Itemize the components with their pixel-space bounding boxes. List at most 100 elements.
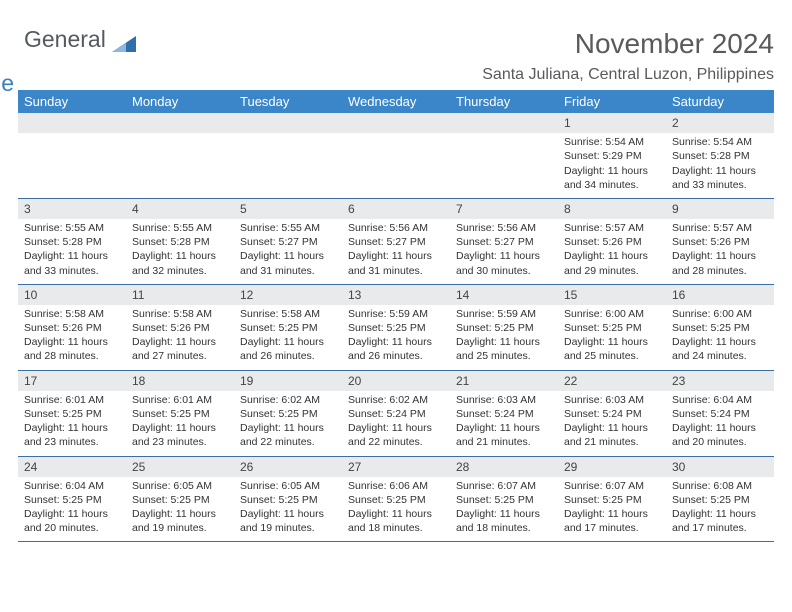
day-number: 1 bbox=[558, 113, 666, 133]
day-number: 21 bbox=[450, 371, 558, 391]
calendar-day-cell: 24Sunrise: 6:04 AMSunset: 5:25 PMDayligh… bbox=[18, 456, 126, 542]
day-detail-line: Daylight: 11 hours bbox=[564, 249, 660, 263]
day-detail-line: Sunset: 5:25 PM bbox=[24, 493, 120, 507]
day-number: 25 bbox=[126, 457, 234, 477]
calendar-day-cell: 28Sunrise: 6:07 AMSunset: 5:25 PMDayligh… bbox=[450, 456, 558, 542]
calendar-day-cell: 27Sunrise: 6:06 AMSunset: 5:25 PMDayligh… bbox=[342, 456, 450, 542]
day-number: 13 bbox=[342, 285, 450, 305]
day-number bbox=[450, 113, 558, 133]
day-details bbox=[450, 133, 558, 191]
day-details: Sunrise: 6:00 AMSunset: 5:25 PMDaylight:… bbox=[558, 305, 666, 370]
day-detail-line: and 21 minutes. bbox=[456, 435, 552, 449]
day-details: Sunrise: 5:55 AMSunset: 5:27 PMDaylight:… bbox=[234, 219, 342, 284]
day-detail-line: Sunset: 5:25 PM bbox=[672, 493, 768, 507]
day-detail-line: Sunset: 5:25 PM bbox=[240, 321, 336, 335]
day-detail-line: Daylight: 11 hours bbox=[672, 249, 768, 263]
day-number bbox=[18, 113, 126, 133]
day-detail-line: Sunrise: 5:58 AM bbox=[240, 307, 336, 321]
day-number: 28 bbox=[450, 457, 558, 477]
calendar-day-cell: 4Sunrise: 5:55 AMSunset: 5:28 PMDaylight… bbox=[126, 198, 234, 284]
logo-triangle-icon bbox=[112, 36, 136, 54]
calendar-day-cell: 29Sunrise: 6:07 AMSunset: 5:25 PMDayligh… bbox=[558, 456, 666, 542]
day-detail-line: Daylight: 11 hours bbox=[564, 421, 660, 435]
calendar-day-cell bbox=[342, 113, 450, 198]
day-detail-line: and 20 minutes. bbox=[24, 521, 120, 535]
day-detail-line: Daylight: 11 hours bbox=[672, 507, 768, 521]
day-header: Friday bbox=[558, 90, 666, 113]
day-number: 5 bbox=[234, 199, 342, 219]
day-details: Sunrise: 6:06 AMSunset: 5:25 PMDaylight:… bbox=[342, 477, 450, 542]
logo: General Blue bbox=[24, 26, 106, 53]
day-detail-line: and 18 minutes. bbox=[348, 521, 444, 535]
calendar-week-row: 3Sunrise: 5:55 AMSunset: 5:28 PMDaylight… bbox=[18, 198, 774, 284]
day-detail-line: Sunset: 5:26 PM bbox=[132, 321, 228, 335]
day-number: 18 bbox=[126, 371, 234, 391]
day-detail-line: Sunrise: 5:58 AM bbox=[132, 307, 228, 321]
day-detail-line: Daylight: 11 hours bbox=[132, 335, 228, 349]
day-detail-line: Daylight: 11 hours bbox=[24, 421, 120, 435]
calendar-day-cell bbox=[18, 113, 126, 198]
day-details: Sunrise: 5:58 AMSunset: 5:26 PMDaylight:… bbox=[18, 305, 126, 370]
day-detail-line: Sunset: 5:25 PM bbox=[24, 407, 120, 421]
day-detail-line: Sunrise: 6:08 AM bbox=[672, 479, 768, 493]
day-detail-line: Sunset: 5:25 PM bbox=[456, 493, 552, 507]
day-header: Thursday bbox=[450, 90, 558, 113]
day-detail-line: Sunrise: 5:57 AM bbox=[564, 221, 660, 235]
day-detail-line: Sunset: 5:24 PM bbox=[672, 407, 768, 421]
day-detail-line: Daylight: 11 hours bbox=[456, 421, 552, 435]
calendar-day-cell: 23Sunrise: 6:04 AMSunset: 5:24 PMDayligh… bbox=[666, 370, 774, 456]
day-detail-line: Daylight: 11 hours bbox=[240, 249, 336, 263]
day-detail-line: Sunrise: 5:56 AM bbox=[456, 221, 552, 235]
day-detail-line: Sunrise: 6:03 AM bbox=[564, 393, 660, 407]
day-detail-line: Daylight: 11 hours bbox=[132, 249, 228, 263]
day-detail-line: and 34 minutes. bbox=[564, 178, 660, 192]
day-detail-line: Sunrise: 6:02 AM bbox=[348, 393, 444, 407]
day-detail-line: and 19 minutes. bbox=[132, 521, 228, 535]
day-detail-line: Daylight: 11 hours bbox=[348, 249, 444, 263]
day-detail-line: and 26 minutes. bbox=[348, 349, 444, 363]
day-detail-line: Sunset: 5:25 PM bbox=[132, 407, 228, 421]
day-details: Sunrise: 5:56 AMSunset: 5:27 PMDaylight:… bbox=[342, 219, 450, 284]
day-detail-line: Sunrise: 6:05 AM bbox=[240, 479, 336, 493]
calendar-day-cell: 7Sunrise: 5:56 AMSunset: 5:27 PMDaylight… bbox=[450, 198, 558, 284]
day-detail-line: Daylight: 11 hours bbox=[24, 249, 120, 263]
day-detail-line: Sunrise: 6:00 AM bbox=[564, 307, 660, 321]
calendar-day-cell: 14Sunrise: 5:59 AMSunset: 5:25 PMDayligh… bbox=[450, 284, 558, 370]
day-detail-line: and 24 minutes. bbox=[672, 349, 768, 363]
day-header: Monday bbox=[126, 90, 234, 113]
location-subtitle: Santa Juliana, Central Luzon, Philippine… bbox=[18, 66, 774, 84]
day-header: Tuesday bbox=[234, 90, 342, 113]
day-detail-line: Sunrise: 5:56 AM bbox=[348, 221, 444, 235]
day-number: 26 bbox=[234, 457, 342, 477]
day-detail-line: Sunrise: 6:01 AM bbox=[132, 393, 228, 407]
day-number: 12 bbox=[234, 285, 342, 305]
day-detail-line: and 27 minutes. bbox=[132, 349, 228, 363]
day-detail-line: Sunset: 5:25 PM bbox=[348, 321, 444, 335]
day-detail-line: Sunset: 5:24 PM bbox=[456, 407, 552, 421]
calendar-day-cell: 9Sunrise: 5:57 AMSunset: 5:26 PMDaylight… bbox=[666, 198, 774, 284]
day-detail-line: Sunset: 5:25 PM bbox=[240, 407, 336, 421]
day-detail-line: Sunset: 5:25 PM bbox=[564, 493, 660, 507]
calendar-day-cell: 17Sunrise: 6:01 AMSunset: 5:25 PMDayligh… bbox=[18, 370, 126, 456]
day-detail-line: Sunset: 5:27 PM bbox=[348, 235, 444, 249]
day-detail-line: Daylight: 11 hours bbox=[348, 335, 444, 349]
calendar-day-cell bbox=[126, 113, 234, 198]
day-details: Sunrise: 5:54 AMSunset: 5:28 PMDaylight:… bbox=[666, 133, 774, 198]
day-detail-line: and 31 minutes. bbox=[348, 264, 444, 278]
day-number: 14 bbox=[450, 285, 558, 305]
day-details bbox=[342, 133, 450, 191]
day-detail-line: Sunrise: 6:06 AM bbox=[348, 479, 444, 493]
day-details: Sunrise: 6:07 AMSunset: 5:25 PMDaylight:… bbox=[558, 477, 666, 542]
calendar-day-cell: 30Sunrise: 6:08 AMSunset: 5:25 PMDayligh… bbox=[666, 456, 774, 542]
day-detail-line: Sunset: 5:25 PM bbox=[348, 493, 444, 507]
day-detail-line: Sunrise: 5:54 AM bbox=[672, 135, 768, 149]
calendar-week-row: 10Sunrise: 5:58 AMSunset: 5:26 PMDayligh… bbox=[18, 284, 774, 370]
day-number: 9 bbox=[666, 199, 774, 219]
day-detail-line: Daylight: 11 hours bbox=[24, 335, 120, 349]
day-detail-line: Daylight: 11 hours bbox=[672, 335, 768, 349]
day-detail-line: and 33 minutes. bbox=[672, 178, 768, 192]
day-detail-line: Sunset: 5:27 PM bbox=[240, 235, 336, 249]
day-details: Sunrise: 6:00 AMSunset: 5:25 PMDaylight:… bbox=[666, 305, 774, 370]
day-detail-line: Daylight: 11 hours bbox=[564, 335, 660, 349]
day-detail-line: Daylight: 11 hours bbox=[240, 335, 336, 349]
